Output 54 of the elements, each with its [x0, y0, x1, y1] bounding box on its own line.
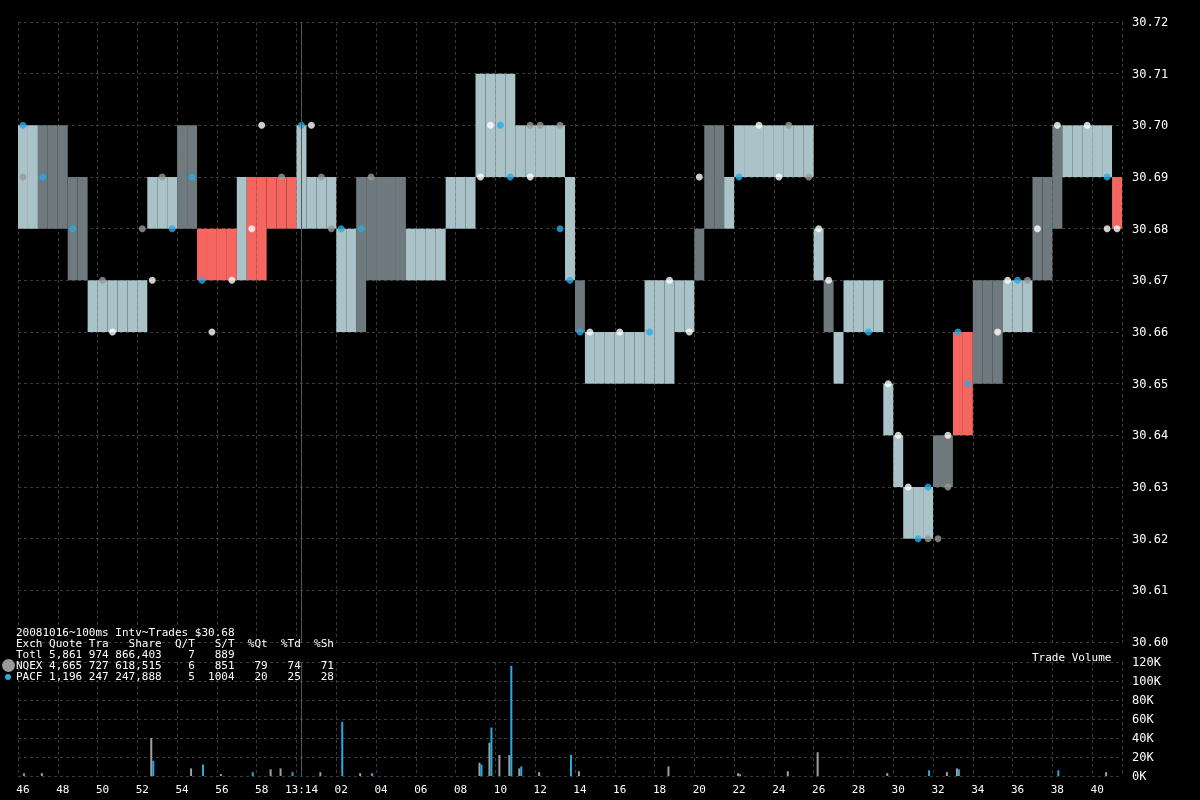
x-tick-label: 13:14 [284, 783, 319, 796]
annotation: Exch Quote Tra Share Q/T S/T %Qt %Td %Sh [16, 637, 334, 650]
x-tick-label: 40 [1090, 783, 1104, 796]
y-tick-label: 30.62 [1132, 531, 1169, 546]
y-tick-label: 30.63 [1132, 480, 1169, 494]
x-tick-label: 54 [175, 783, 190, 796]
x-tick-label: 34 [971, 783, 985, 796]
x-tick-label: 18 [652, 783, 667, 796]
annotation: PACF 1,196 247 247,888 5 1004 20 25 28 [16, 670, 334, 683]
x-tick-label: 08 [453, 783, 468, 796]
x-tick-label: 30 [891, 783, 905, 796]
y-tick-label: 30.67 [1132, 273, 1169, 288]
x-tick-label: 04 [374, 783, 389, 796]
y-tick-label: 30.61 [1132, 583, 1169, 598]
x-tick-label: 26 [812, 783, 826, 796]
x-tick-label: 14 [573, 783, 587, 796]
x-tick-label: 06 [414, 783, 428, 796]
y-tick-label: 80K [1132, 693, 1155, 707]
y-tick-label: 30.69 [1132, 170, 1169, 184]
x-tick-label: 32 [931, 783, 945, 796]
y-tick-label: 100K [1132, 674, 1162, 688]
x-tick-label: 20 [692, 783, 706, 796]
x-tick-label: 02 [334, 783, 348, 796]
x-tick-label: 36 [1010, 783, 1025, 796]
annotation: NQEX 4,665 727 618,515 6 851 79 74 71 [16, 659, 334, 672]
y-tick-label: 40K [1132, 731, 1155, 745]
x-tick-label: 58 [255, 783, 269, 796]
x-tick-label: 16 [613, 783, 627, 796]
y-tick-label: 30.72 [1132, 15, 1169, 29]
y-tick-label: 30.65 [1132, 376, 1169, 391]
y-tick-label: 60K [1132, 712, 1155, 726]
x-tick-label: 50 [95, 783, 110, 796]
x-tick-label: 10 [493, 783, 507, 796]
x-tick-label: 22 [732, 783, 746, 796]
x-tick-label: 12 [533, 783, 547, 796]
x-tick-label: 28 [851, 783, 866, 796]
y-tick-label: 20K [1132, 750, 1155, 764]
text: Totl 5,861 974 866,403 7 889 [16, 648, 236, 661]
y-tick-label: 0K [1132, 769, 1148, 783]
x-tick-label: 52 [135, 783, 149, 796]
x-tick-label: 56 [215, 783, 229, 796]
x-tick-label: 46 [16, 783, 30, 796]
y-tick-label: 30.64 [1132, 428, 1169, 443]
y-tick-label: 120K [1132, 655, 1162, 669]
y-tick-label: 30.68 [1132, 221, 1169, 236]
x-tick-label: 38 [1050, 783, 1064, 796]
x-tick-label: 48 [56, 783, 70, 796]
y-tick-label: 30.71 [1132, 66, 1169, 81]
chart-title: Trade Volume [1032, 651, 1112, 664]
y-tick-label: 30.66 [1132, 325, 1169, 339]
text: 20081016~100ms Intv~Trades $30.68 [16, 626, 236, 639]
y-tick-label: 30.60 [1132, 635, 1169, 649]
x-tick-label: 24 [772, 783, 786, 796]
y-tick-label: 30.70 [1132, 118, 1169, 133]
